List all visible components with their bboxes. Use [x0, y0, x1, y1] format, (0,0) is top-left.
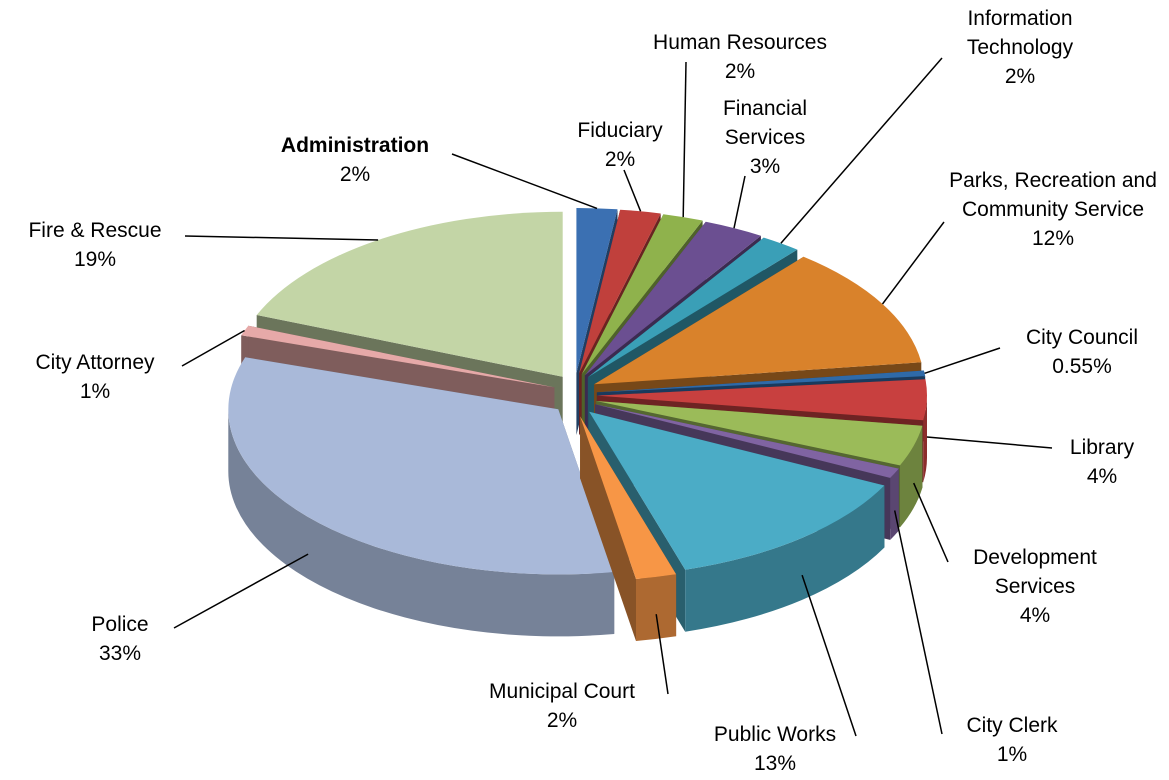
- value-label: 2%: [604, 148, 636, 171]
- category-label: Financial Services: [722, 97, 808, 149]
- leader-line: [926, 436, 1053, 449]
- slice: [594, 256, 922, 385]
- category-label: Parks, Recreation and Community Service: [949, 169, 1157, 221]
- slice-label: Library 4%: [1052, 433, 1152, 491]
- value-label: 2%: [546, 709, 578, 732]
- leader-line: [733, 175, 746, 229]
- value-label: 13%: [753, 752, 797, 775]
- value-label: 1%: [79, 380, 111, 403]
- category-label: Library: [1069, 436, 1135, 459]
- slice: [581, 214, 703, 375]
- slice: [579, 209, 661, 374]
- slice-side: [923, 395, 927, 483]
- category-label: Public Works: [713, 723, 837, 746]
- value-label: 1%: [996, 743, 1028, 766]
- slice-cut-side: [580, 416, 636, 641]
- value-label: 3%: [749, 155, 781, 178]
- value-label: 19%: [73, 248, 117, 271]
- category-label: City Attorney: [35, 351, 155, 374]
- slice-label: Information Technology 2%: [940, 4, 1100, 91]
- leader-line: [623, 169, 642, 212]
- leader-line: [682, 61, 687, 218]
- value-label: 2%: [1004, 65, 1036, 88]
- slice: [596, 370, 926, 393]
- slice: [589, 411, 885, 570]
- value-label: 2%: [724, 60, 756, 83]
- slice: [256, 211, 563, 377]
- slice-label: City Council 0.55%: [1002, 323, 1162, 381]
- category-label: Fire & Rescue: [28, 219, 162, 242]
- value-label: 4%: [1019, 604, 1051, 627]
- slice: [580, 416, 677, 579]
- slice: [584, 221, 761, 376]
- leader-line: [913, 482, 949, 563]
- slice: [596, 401, 923, 466]
- leader-line: [451, 153, 598, 210]
- slice: [228, 357, 615, 575]
- slice-side: [228, 409, 615, 637]
- slice-label: Police 33%: [70, 610, 170, 668]
- category-label: Human Resources: [653, 31, 827, 54]
- leader-line: [173, 553, 309, 629]
- slice-label: Fire & Rescue 19%: [5, 216, 185, 274]
- slice-label: Human Resources 2%: [620, 28, 860, 86]
- slice-label: Fiduciary 2%: [555, 116, 685, 174]
- category-label: Information Technology: [966, 7, 1074, 59]
- slice-side: [636, 574, 677, 641]
- category-label: City Clerk: [966, 714, 1058, 737]
- category-label: Police: [91, 613, 149, 636]
- value-label: 33%: [98, 642, 142, 665]
- slice-label: Administration 2%: [245, 131, 465, 189]
- leader-line: [881, 221, 945, 305]
- leader-line: [780, 57, 943, 244]
- value-label: 4%: [1086, 465, 1118, 488]
- slice-label: Public Works 13%: [690, 720, 860, 778]
- slice: [576, 208, 618, 373]
- slice-label: Financial Services 3%: [700, 94, 830, 181]
- slice-label: City Attorney 1%: [10, 348, 180, 406]
- slice-side: [900, 425, 923, 528]
- slice-label: City Clerk 1%: [942, 711, 1082, 769]
- value-label: 12%: [1031, 227, 1075, 250]
- category-label: Development Services: [973, 546, 1097, 598]
- leader-line: [181, 329, 245, 367]
- category-label: Administration: [280, 134, 430, 157]
- leader-line: [184, 235, 379, 241]
- leader-line: [924, 347, 1001, 375]
- slice-label: Municipal Court 2%: [462, 677, 662, 735]
- leader-line: [801, 574, 857, 737]
- slice-side: [890, 468, 899, 540]
- slice: [587, 237, 798, 378]
- slice: [241, 325, 555, 388]
- value-label: 2%: [339, 163, 371, 186]
- category-label: City Council: [1025, 326, 1139, 349]
- slice-side: [685, 485, 885, 632]
- category-label: Municipal Court: [489, 680, 635, 703]
- leader-line: [655, 614, 669, 695]
- category-label: Fiduciary: [577, 119, 663, 142]
- slice: [597, 379, 927, 421]
- slice: [595, 404, 899, 478]
- value-label: 0.55%: [1052, 355, 1112, 378]
- slice-label: Development Services 4%: [950, 543, 1120, 630]
- leader-line: [893, 510, 943, 735]
- slice-label: Parks, Recreation and Community Service 1…: [943, 166, 1163, 253]
